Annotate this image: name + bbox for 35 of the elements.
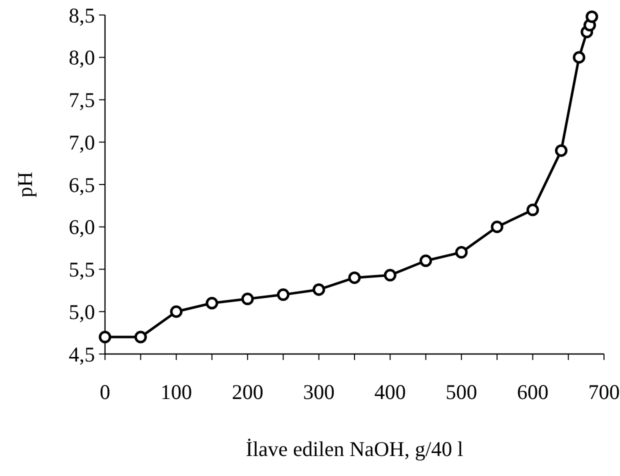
point	[420, 254, 432, 268]
y-tick-label: 7,0	[68, 130, 95, 154]
x-tick-label: 700	[588, 380, 620, 404]
point	[455, 246, 468, 259]
x-tick-label: 600	[516, 380, 548, 404]
y-tick-label: 5,5	[68, 258, 95, 282]
point	[241, 292, 254, 306]
point	[554, 144, 568, 157]
point	[276, 288, 290, 301]
y-tick-label: 7,5	[68, 88, 95, 112]
point	[586, 10, 598, 23]
point	[312, 283, 326, 296]
x-tick-label: 500	[446, 380, 478, 404]
x-tick-label: 200	[232, 380, 264, 404]
y-tick-label: 8,0	[68, 46, 95, 70]
point	[206, 296, 218, 310]
y-tick-label: 4,5	[68, 342, 95, 366]
point	[384, 268, 396, 282]
y-tick-label: 6,5	[68, 172, 95, 197]
point	[526, 204, 539, 216]
y-axis-title: pH	[13, 172, 37, 198]
x-axis-title: İlave edilen NaOH, g/40 l	[246, 437, 464, 461]
y-tick-label: 6,0	[68, 215, 95, 240]
x-tick-label: 300	[303, 380, 335, 404]
x-tick-label: 100	[160, 380, 192, 404]
x-tick-label: 0	[100, 380, 110, 404]
point	[490, 220, 504, 234]
x-tick-label: 400	[374, 380, 406, 404]
point	[348, 271, 361, 284]
y-tick-label: 8,5	[68, 3, 95, 28]
point	[572, 51, 586, 64]
point	[170, 305, 183, 318]
point	[134, 330, 147, 344]
y-tick-label: 5,0	[68, 300, 95, 324]
point	[98, 330, 112, 344]
